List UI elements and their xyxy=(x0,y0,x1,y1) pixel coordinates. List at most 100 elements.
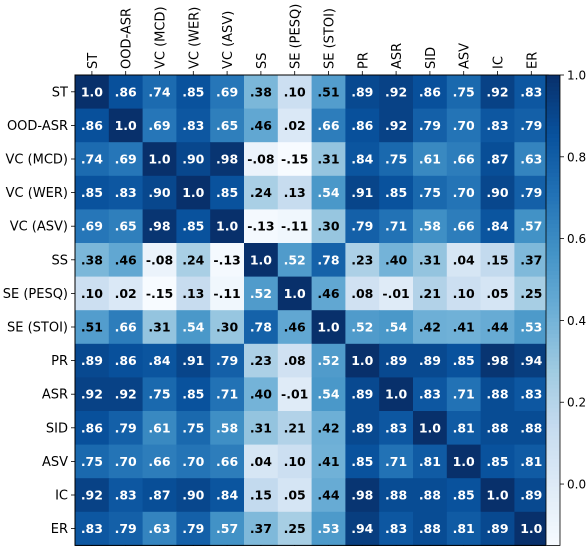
cell-value-11-13: .81 xyxy=(520,454,542,469)
heatmap-cell-6-7 xyxy=(311,276,346,311)
heatmap-cell-0-7 xyxy=(311,75,346,110)
colorbar-segment xyxy=(546,118,560,123)
cell-value-11-2: .66 xyxy=(148,454,170,469)
colorbar-segment xyxy=(546,137,560,143)
cell-value-8-5: .23 xyxy=(250,353,272,368)
cell-value-8-0: .89 xyxy=(81,353,103,368)
cell-value-1-9: .92 xyxy=(385,118,407,133)
cell-value-9-4: .71 xyxy=(216,387,238,402)
heatmap-cell-6-0 xyxy=(75,276,110,311)
heatmap-cell-9-8 xyxy=(345,377,380,412)
colorbar-segment xyxy=(546,459,560,464)
heatmap-cell-13-8 xyxy=(345,511,380,546)
heatmap-cell-1-6 xyxy=(277,108,313,143)
heatmap-cell-7-13 xyxy=(514,310,549,345)
colorbar-segment xyxy=(546,541,560,546)
cell-value-6-4: -.11 xyxy=(213,286,240,301)
heatmap-cell-8-2 xyxy=(142,343,177,378)
colorbar-segment xyxy=(546,353,560,358)
cell-value-9-3: .85 xyxy=(182,387,204,402)
heatmap-cell-4-11 xyxy=(446,209,482,244)
colorbar-segment xyxy=(546,122,560,127)
heatmap-cell-7-2 xyxy=(142,310,177,345)
cell-value-0-6: .10 xyxy=(284,84,306,99)
heatmap-cell-0-13 xyxy=(514,75,549,110)
heatmap-cell-10-6 xyxy=(277,411,313,446)
cell-value-10-10: 1.0 xyxy=(419,420,441,435)
cell-value-8-10: .89 xyxy=(419,353,441,368)
cell-value-13-8: .94 xyxy=(351,521,373,536)
heatmap-cell-8-5 xyxy=(244,343,279,378)
heatmap-cell-10-5 xyxy=(244,411,279,446)
cell-value-10-3: .75 xyxy=(182,420,204,435)
cell-value-0-1: .86 xyxy=(115,84,137,99)
heatmap-cell-3-11 xyxy=(446,175,482,210)
cell-value-4-5: -.13 xyxy=(247,219,274,234)
cell-value-11-9: .71 xyxy=(385,454,407,469)
colorbar-segment xyxy=(546,251,560,256)
heatmap-cell-4-1 xyxy=(108,209,144,244)
colorbar-segment xyxy=(546,239,560,245)
heatmap-cell-3-3 xyxy=(176,175,211,210)
cell-value-1-11: .70 xyxy=(453,118,475,133)
colorbar-segment xyxy=(546,271,560,276)
colorbar-segment xyxy=(546,216,560,221)
x-tick-label: SS xyxy=(255,52,270,69)
colorbar-segment xyxy=(546,204,560,209)
colorbar-segment xyxy=(546,349,560,354)
cell-value-3-1: .83 xyxy=(115,185,137,200)
heatmap-cell-3-1 xyxy=(108,175,144,210)
cell-value-12-6: .05 xyxy=(284,488,306,503)
heatmap-cell-11-13 xyxy=(514,444,549,479)
cell-value-12-12: 1.0 xyxy=(486,488,508,503)
cell-value-1-12: .83 xyxy=(486,118,508,133)
heatmap-cell-4-12 xyxy=(480,209,515,244)
colorbar-segment xyxy=(546,165,560,170)
cell-value-1-5: .46 xyxy=(250,118,272,133)
cell-value-7-3: .54 xyxy=(182,320,204,335)
heatmap-cell-12-1 xyxy=(108,478,144,513)
heatmap-cell-5-10 xyxy=(413,243,448,278)
cell-value-11-4: .66 xyxy=(216,454,238,469)
heatmap-cell-9-4 xyxy=(210,377,245,412)
cell-value-2-5: -.08 xyxy=(247,152,274,167)
cell-value-13-12: .89 xyxy=(486,521,508,536)
colorbar-segment xyxy=(546,369,560,374)
cell-value-0-2: .74 xyxy=(148,84,170,99)
cell-value-3-9: .85 xyxy=(385,185,407,200)
x-axis: ST OOD-ASR VC (MCD) VC (WER) VC (ASV) SS SE (P… xyxy=(86,4,540,546)
colorbar-segment xyxy=(546,467,560,472)
heatmap-cells xyxy=(75,75,549,546)
cell-value-5-10: .31 xyxy=(419,252,441,267)
cell-value-12-5: .15 xyxy=(250,488,272,503)
colorbar-segment xyxy=(546,106,560,111)
cell-value-8-11: .85 xyxy=(453,353,475,368)
cell-value-11-3: .70 xyxy=(182,454,204,469)
cell-value-7-7: 1.0 xyxy=(317,320,339,335)
heatmap-cell-13-11 xyxy=(446,511,482,546)
heatmap-cell-0-4 xyxy=(210,75,245,110)
colorbar-segment xyxy=(546,267,560,272)
colorbar-segment xyxy=(546,474,560,480)
heatmap-cell-6-11 xyxy=(446,276,482,311)
heatmap-cell-12-12 xyxy=(480,478,515,513)
cell-value-6-3: .13 xyxy=(182,286,204,301)
cell-value-1-4: .65 xyxy=(216,118,238,133)
heatmap-cell-3-12 xyxy=(480,175,515,210)
colorbar-tick-label: 0.8 xyxy=(567,150,586,164)
cell-value-7-12: .44 xyxy=(486,320,508,335)
colorbar-segment xyxy=(546,94,560,100)
heatmap-cell-2-6 xyxy=(277,142,313,177)
colorbar-tick-label: 0.0 xyxy=(567,478,586,492)
heatmap-cell-9-11 xyxy=(446,377,482,412)
cell-value-13-7: .53 xyxy=(317,521,339,536)
colorbar-segment xyxy=(546,82,560,88)
cell-value-6-10: .21 xyxy=(419,286,441,301)
heatmap-cell-4-13 xyxy=(514,209,549,244)
heatmap-cell-2-1 xyxy=(108,142,144,177)
cell-value-10-1: .79 xyxy=(115,420,137,435)
colorbar-segment xyxy=(546,278,560,284)
heatmap-cell-13-13 xyxy=(514,511,549,546)
cell-value-8-1: .86 xyxy=(115,353,137,368)
cell-value-2-0: .74 xyxy=(81,152,103,167)
